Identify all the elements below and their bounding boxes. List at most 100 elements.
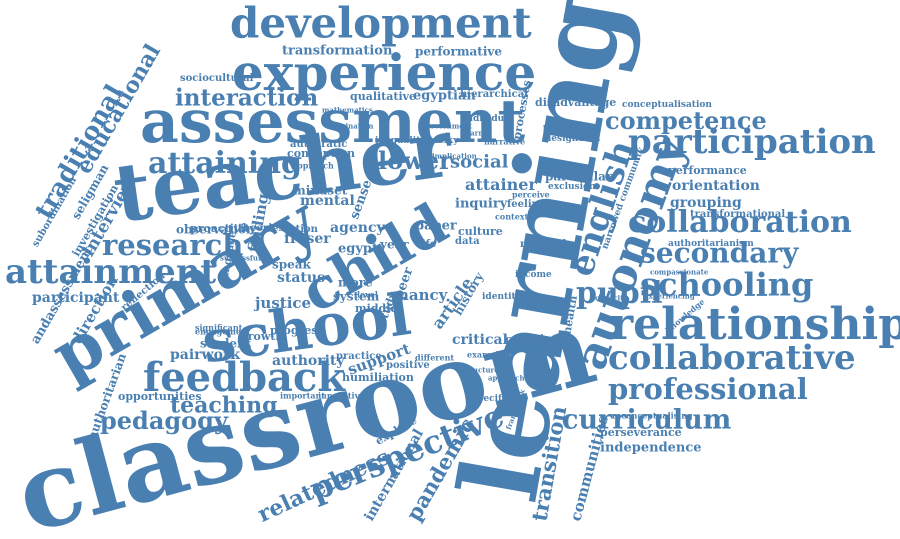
word-designated: designated <box>545 133 601 144</box>
word-hierarchical: hierarchical <box>460 89 528 100</box>
word-autocratic: autocratic <box>290 139 348 150</box>
word-participation: participation <box>628 121 876 162</box>
word-attainment: attainment <box>5 251 217 292</box>
word-specific: specific <box>472 393 511 404</box>
word-schooling: schooling <box>640 265 814 304</box>
word-starting: starting <box>535 297 567 307</box>
word-disadvantage: disadvantage <box>535 96 617 110</box>
word-growth: growth <box>240 330 284 344</box>
word-example: example <box>467 349 505 360</box>
word-individual: individual <box>463 113 514 124</box>
word-participant: participant <box>32 289 120 306</box>
word-level: level <box>357 289 378 300</box>
word-identity: identity <box>482 291 521 302</box>
word-nancy: nancy <box>398 286 448 304</box>
word-data: data <box>455 236 480 247</box>
word-critical: critical <box>452 331 508 348</box>
word-lower: lower <box>378 145 452 175</box>
word-culture: culture <box>458 225 503 239</box>
word-compassionate: compassionate <box>650 267 709 277</box>
word-qualitative: qualitative <box>350 90 417 104</box>
word-practice: practice <box>336 351 382 362</box>
word-performative: performative <box>415 44 503 59</box>
word-inquiry: inquiry <box>455 196 508 212</box>
word-egypt: egypt <box>338 241 379 257</box>
word-secondary: secondary <box>640 236 799 270</box>
word-implication: implication <box>432 151 477 161</box>
word-interaction: interaction <box>175 84 319 112</box>
word-development: development <box>230 0 532 48</box>
word-important: important <box>280 390 326 401</box>
word-government: government <box>425 121 473 131</box>
word-conception: conception <box>287 147 356 161</box>
word-national: national <box>520 239 567 250</box>
word-student: student <box>200 336 252 351</box>
word-imagination: imagination <box>326 121 374 131</box>
word-transformational: transformational <box>690 209 786 220</box>
word-theories: theories <box>238 223 284 234</box>
word-particular: particular <box>545 169 613 184</box>
word-mathematics: mathematics <box>322 105 373 115</box>
word-different: different <box>415 352 455 363</box>
word-pairwork: pairwork <box>170 346 241 363</box>
word-life: life <box>418 239 437 250</box>
word-teaching: teaching <box>170 392 278 419</box>
word-agency: agency <box>330 219 385 236</box>
word-mental: mental <box>300 192 355 209</box>
word-professional: professional <box>608 371 808 406</box>
word-income: income <box>515 269 552 280</box>
word-transformation: transformation <box>282 43 393 59</box>
word-feedback: feedback <box>143 354 346 401</box>
word-pedagogy: pedagogy <box>100 405 228 435</box>
word-assessment: assessment <box>140 87 526 157</box>
word-capacity: capacity <box>595 293 628 303</box>
word-inequality: inequality <box>375 135 426 146</box>
word-collaborative: collaborative <box>608 337 856 378</box>
word-vygotsky: vygotsky <box>415 135 459 146</box>
word-paper: paper <box>415 218 457 234</box>
word-control: control <box>537 242 570 253</box>
word-significant: significant <box>195 322 243 333</box>
word-context: context <box>495 211 529 222</box>
word-background: background <box>543 123 590 133</box>
word-year: year <box>380 237 409 252</box>
word-approaches: approaches <box>488 373 533 383</box>
word-positive: positive <box>386 360 430 371</box>
word-experience: experience <box>232 43 537 102</box>
word-system: system <box>333 289 380 304</box>
word-attainer: attainer <box>465 175 537 195</box>
word-orientation: orientation <box>672 177 760 194</box>
word-mindset: mindset <box>293 183 348 198</box>
word-exclusion: exclusion <box>548 181 596 192</box>
word-speak: speak <box>272 257 311 272</box>
word-innovative: innovative <box>318 390 365 401</box>
word-observation: observation <box>176 222 255 237</box>
word-approach: approach <box>292 160 334 171</box>
word-more: more <box>338 275 373 290</box>
word-creative: creative <box>505 332 559 347</box>
word-fraser: fraser <box>284 230 331 247</box>
word-authority: authority <box>272 352 345 369</box>
word-attaining: attaining <box>148 146 302 181</box>
word-pupil: pupil <box>576 276 663 311</box>
word-relationship: relationship <box>610 298 900 350</box>
word-grouping: grouping <box>670 194 742 211</box>
word-humiliation: humiliation <box>342 371 414 385</box>
word-social: social <box>450 151 509 173</box>
word-experiencing: experiencing <box>644 291 695 301</box>
word-justice: justice <box>255 294 312 312</box>
word-engagement: engagement <box>195 326 251 337</box>
word-action: action <box>283 224 318 235</box>
word-narrative: narrative <box>484 136 526 147</box>
word-curriculum: curriculum <box>562 404 732 436</box>
word-authoritarianism: authoritarianism <box>668 238 754 249</box>
word-competence: competence <box>605 105 767 135</box>
word-progress: progress <box>270 324 324 338</box>
word-successful: successful <box>220 253 261 263</box>
word-research: research <box>102 227 244 262</box>
word-middle: middle <box>355 302 398 316</box>
word-independence: independence <box>600 440 702 456</box>
word-perseverance: perseverance <box>600 426 682 440</box>
word-sociocultural: sociocultural <box>180 73 254 84</box>
